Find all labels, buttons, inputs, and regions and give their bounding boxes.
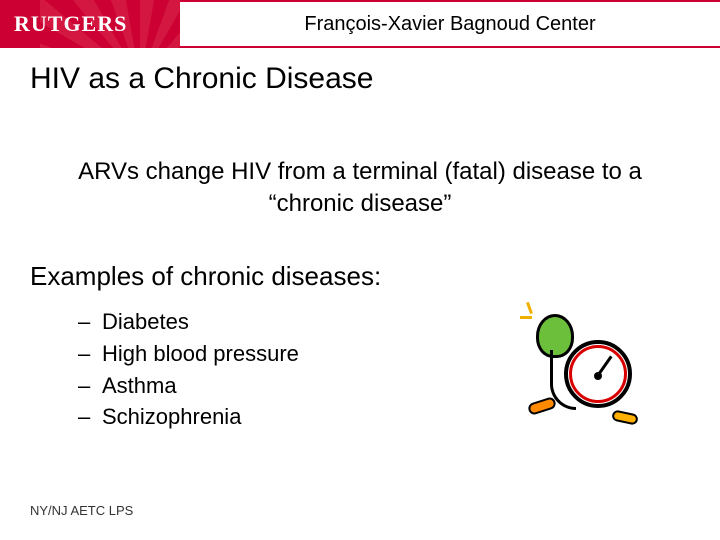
header-bar: RUTGERS François-Xavier Bagnoud Center — [0, 0, 720, 48]
examples-label: Examples of chronic diseases: — [30, 261, 690, 292]
gauge-pin-icon — [594, 372, 602, 380]
bullet-text: Diabetes — [102, 306, 189, 338]
bullet-text: Schizophrenia — [102, 401, 241, 433]
bullet-text: Asthma — [102, 370, 177, 402]
logo-block: RUTGERS — [0, 0, 180, 48]
pill-icon — [611, 409, 639, 425]
bp-gauge-clipart — [520, 300, 650, 430]
center-name: François-Xavier Bagnoud Center — [304, 13, 595, 36]
logo-text: RUTGERS — [14, 11, 127, 37]
pill-icon — [527, 396, 557, 416]
slide-subtitle: ARVs change HIV from a terminal (fatal) … — [30, 156, 690, 221]
bullet-text: High blood pressure — [102, 338, 299, 370]
header-right: François-Xavier Bagnoud Center — [180, 0, 720, 48]
spark-line-icon — [520, 316, 532, 319]
spark-line-icon — [526, 302, 533, 314]
slide-title: HIV as a Chronic Disease — [30, 62, 690, 96]
footer-text: NY/NJ AETC LPS — [30, 503, 133, 518]
